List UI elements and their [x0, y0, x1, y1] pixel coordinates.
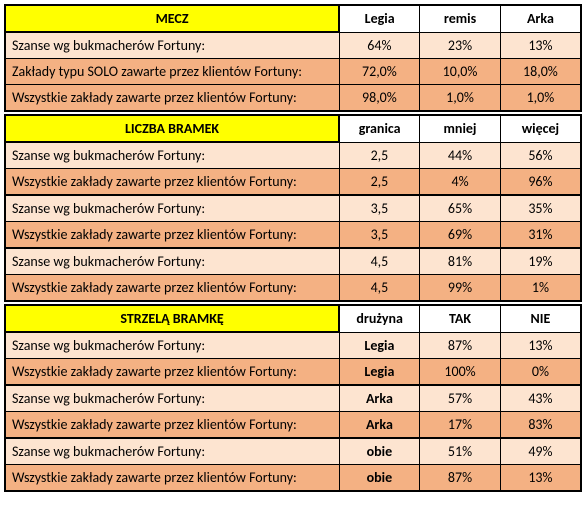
cell: 65%: [420, 195, 501, 222]
cell-team: Legia: [339, 359, 420, 386]
table-row: Szanse wg bukmacherów Fortuny: 4,5 81% 1…: [5, 248, 581, 275]
cell: 87%: [420, 465, 501, 492]
table-row: Szanse wg bukmacherów Fortuny: 3,5 65% 3…: [5, 195, 581, 222]
table-row: Wszystkie zakłady zawarte przez klientów…: [5, 359, 581, 386]
cell: 69%: [420, 222, 501, 249]
table-row: Wszystkie zakłady zawarte przez klientów…: [5, 412, 581, 439]
cell: 1,0%: [500, 85, 581, 112]
header-row: MECZ Legia remis Arka: [5, 5, 581, 32]
col-header: Legia: [339, 5, 420, 32]
cell-team: obie: [339, 438, 420, 465]
cell: 17%: [420, 412, 501, 439]
col-header: więcej: [500, 115, 581, 142]
table-row: Szanse wg bukmacherów Fortuny: Legia 87%…: [5, 332, 581, 359]
section-title: MECZ: [5, 5, 339, 32]
cell: 18,0%: [500, 59, 581, 85]
cell-team: obie: [339, 465, 420, 492]
table-row: Wszystkie zakłady zawarte przez klientów…: [5, 85, 581, 112]
cell: 31%: [500, 222, 581, 249]
col-header: Arka: [500, 5, 581, 32]
col-header: drużyna: [339, 305, 420, 332]
table-goals: LICZBA BRAMEK granica mniej więcej Szans…: [4, 114, 582, 302]
cell: 49%: [500, 438, 581, 465]
table-row: Wszystkie zakłady zawarte przez klientów…: [5, 222, 581, 249]
row-label: Wszystkie zakłady zawarte przez klientów…: [5, 275, 339, 302]
row-label: Wszystkie zakłady zawarte przez klientów…: [5, 169, 339, 196]
table-score: STRZELĄ BRAMKĘ drużyna TAK NIE Szanse wg…: [4, 304, 582, 492]
cell: 57%: [420, 385, 501, 412]
cell-team: Legia: [339, 332, 420, 359]
cell: 23%: [420, 32, 501, 59]
cell-limit: 4,5: [339, 248, 420, 275]
section-title: STRZELĄ BRAMKĘ: [5, 305, 339, 332]
header-row: LICZBA BRAMEK granica mniej więcej: [5, 115, 581, 142]
cell-limit: 3,5: [339, 222, 420, 249]
cell: 44%: [420, 142, 501, 169]
cell-team: Arka: [339, 412, 420, 439]
cell: 35%: [500, 195, 581, 222]
cell-limit: 4,5: [339, 275, 420, 302]
row-label: Szanse wg bukmacherów Fortuny:: [5, 332, 339, 359]
cell: 43%: [500, 385, 581, 412]
cell: 13%: [500, 465, 581, 492]
table-row: Szanse wg bukmacherów Fortuny: obie 51% …: [5, 438, 581, 465]
table-row: Szanse wg bukmacherów Fortuny: 2,5 44% 5…: [5, 142, 581, 169]
cell: 19%: [500, 248, 581, 275]
section-title: LICZBA BRAMEK: [5, 115, 339, 142]
table-row: Wszystkie zakłady zawarte przez klientów…: [5, 169, 581, 196]
row-label: Wszystkie zakłady zawarte przez klientów…: [5, 412, 339, 439]
cell: 56%: [500, 142, 581, 169]
cell: 1,0%: [420, 85, 501, 112]
header-row: STRZELĄ BRAMKĘ drużyna TAK NIE: [5, 305, 581, 332]
cell: 0%: [500, 359, 581, 386]
table-row: Wszystkie zakłady zawarte przez klientów…: [5, 275, 581, 302]
col-header: TAK: [420, 305, 501, 332]
row-label: Wszystkie zakłady zawarte przez klientów…: [5, 222, 339, 249]
cell: 87%: [420, 332, 501, 359]
cell: 83%: [500, 412, 581, 439]
cell: 51%: [420, 438, 501, 465]
cell: 64%: [339, 32, 420, 59]
cell-limit: 2,5: [339, 169, 420, 196]
cell: 13%: [500, 332, 581, 359]
cell: 81%: [420, 248, 501, 275]
cell-team: Arka: [339, 385, 420, 412]
row-label: Szanse wg bukmacherów Fortuny:: [5, 32, 339, 59]
cell: 4%: [420, 169, 501, 196]
table-row: Szanse wg bukmacherów Fortuny: 64% 23% 1…: [5, 32, 581, 59]
col-header: NIE: [500, 305, 581, 332]
cell: 10,0%: [420, 59, 501, 85]
cell-limit: 3,5: [339, 195, 420, 222]
table-row: Szanse wg bukmacherów Fortuny: Arka 57% …: [5, 385, 581, 412]
row-label: Wszystkie zakłady zawarte przez klientów…: [5, 85, 339, 112]
row-label: Wszystkie zakłady zawarte przez klientów…: [5, 359, 339, 386]
cell: 13%: [500, 32, 581, 59]
cell: 72,0%: [339, 59, 420, 85]
col-header: granica: [339, 115, 420, 142]
cell: 96%: [500, 169, 581, 196]
cell: 98,0%: [339, 85, 420, 112]
row-label: Szanse wg bukmacherów Fortuny:: [5, 142, 339, 169]
cell-limit: 2,5: [339, 142, 420, 169]
row-label: Wszystkie zakłady zawarte przez klientów…: [5, 465, 339, 492]
cell: 100%: [420, 359, 501, 386]
row-label: Szanse wg bukmacherów Fortuny:: [5, 195, 339, 222]
col-header: mniej: [420, 115, 501, 142]
col-header: remis: [420, 5, 501, 32]
row-label: Szanse wg bukmacherów Fortuny:: [5, 248, 339, 275]
table-row: Wszystkie zakłady zawarte przez klientów…: [5, 465, 581, 492]
row-label: Szanse wg bukmacherów Fortuny:: [5, 438, 339, 465]
row-label: Szanse wg bukmacherów Fortuny:: [5, 385, 339, 412]
row-label: Zakłady typu SOLO zawarte przez klientów…: [5, 59, 339, 85]
betting-tables: MECZ Legia remis Arka Szanse wg bukmache…: [4, 4, 582, 492]
cell: 1%: [500, 275, 581, 302]
cell: 99%: [420, 275, 501, 302]
table-match: MECZ Legia remis Arka Szanse wg bukmache…: [4, 4, 582, 112]
table-row: Zakłady typu SOLO zawarte przez klientów…: [5, 59, 581, 85]
